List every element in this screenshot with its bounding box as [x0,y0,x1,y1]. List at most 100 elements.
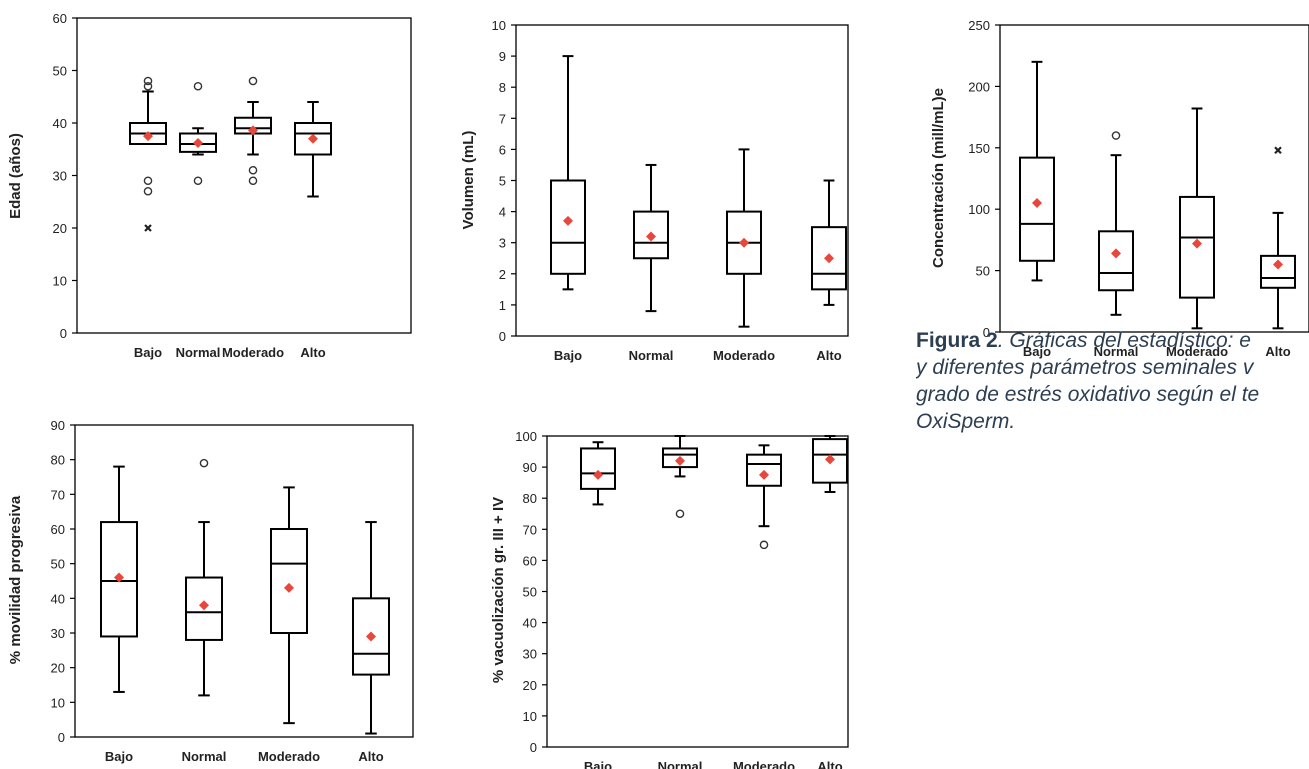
caption-line-1-text: . Gráficas del estadístico: e [997,329,1251,352]
y-tick-label: 4 [499,205,506,220]
mean-marker [284,582,294,593]
outlier-point [248,76,258,86]
box-iqr [352,597,390,676]
y-tick-label: 0 [983,325,990,340]
chart-panel-2: 0 1 2 3 4 5 6 7 8 9 10 Volumen (mL) Bajo Normal Modera… [460,18,849,363]
x-category-label: Moderado [733,759,795,769]
y-tick-label: 200 [968,79,990,94]
y-tick-label: 250 [968,18,990,33]
extreme-point [1274,146,1282,155]
outlier-point [143,186,153,196]
y-tick-label: 6 [499,142,506,157]
y-tick-label: 50 [976,264,990,279]
plot-frame [999,24,1309,333]
box-bajo [580,441,616,506]
outlier-point [143,76,153,86]
chart-panel-3: 0 50 100 150 200 250 Concentración (mill/mL)e B… [930,18,1309,359]
mean-marker [248,125,258,136]
y-tick-label: 2 [499,267,506,282]
box-iqr [580,447,616,490]
box-alto [811,179,847,306]
x-category-label: Normal [658,759,703,769]
box-moderado [1179,107,1215,330]
y-tick-label: 20 [523,678,537,693]
mean-marker [366,631,376,642]
y-tick-label: 8 [499,80,506,95]
x-category-label: Bajo [1023,344,1051,359]
caption-line-1: Figura 2. Gráficas del estadístico: e [916,327,1309,354]
y-tick-label: 10 [492,18,506,33]
caption-line-2: y diferentes parámetros seminales v [916,356,1254,379]
y-tick-label: 0 [499,329,506,344]
mean-marker [143,131,153,142]
chart-panel-5: 0 10 20 30 40 50 60 70 80 90 100 % vacuolización gr… [490,429,849,769]
y-axis-label: Concentración (mill/mL)e [930,88,947,268]
mean-marker [193,137,203,148]
box-normal [1098,131,1134,316]
y-tick-label: 70 [523,522,537,537]
y-tick-label: 20 [51,661,65,676]
y-tick-label: 10 [51,695,65,710]
caption-label: Figura 2 [916,329,998,352]
caption-line-3: grado de estrés oxidativo según el te [916,383,1260,406]
y-tick-label: 7 [499,111,506,126]
x-category-label: Alto [358,749,383,764]
x-category-label: Normal [176,345,221,360]
y-tick-label: 100 [515,429,537,444]
box-iqr [550,179,586,275]
x-category-label: Moderado [258,749,320,764]
y-tick-label: 0 [58,730,65,745]
box-bajo [129,76,167,232]
outlier-point [759,540,769,550]
x-category-label: Normal [182,749,227,764]
outlier-point [675,509,685,519]
y-tick-label: 3 [499,236,506,251]
outlier-point [193,176,203,186]
x-category-label: Moderado [222,345,284,360]
y-tick-label: 90 [51,418,65,433]
box-normal [662,435,698,519]
y-tick-label: 100 [968,202,990,217]
mean-marker [824,253,834,264]
outlier-point [248,165,258,175]
y-tick-label: 50 [523,585,537,600]
y-tick-label: 30 [51,626,65,641]
y-tick-label: 10 [53,274,67,289]
box-iqr [270,528,308,634]
y-tick-label: 150 [968,141,990,156]
y-axis-label: Volumen (mL) [460,131,477,230]
mean-marker [1111,248,1121,259]
y-tick-label: 60 [53,11,67,26]
extreme-point [144,224,152,232]
x-category-label: Alto [816,348,841,363]
mean-marker [646,231,656,242]
box-moderado [746,444,782,550]
y-tick-label: 80 [523,491,537,506]
mean-marker [308,133,318,144]
outlier-point [248,176,258,186]
box-alto [1260,146,1296,330]
y-tick-label: 40 [53,116,67,131]
box-alto [352,521,390,735]
box-moderado [270,486,308,725]
box-iqr [1019,156,1055,262]
caption-line-4: OxiSperm. [916,410,1016,433]
plot-frame [74,424,414,738]
x-category-label: Normal [1094,344,1139,359]
y-tick-label: 50 [51,557,65,572]
mean-marker [593,469,603,480]
x-category-label: Normal [629,348,674,363]
x-category-label: Moderado [713,348,775,363]
y-axis-label: % movilidad progresiva [7,495,24,664]
outlier-point [193,81,203,91]
box-normal [179,81,217,186]
y-tick-label: 20 [53,221,67,236]
y-tick-label: 30 [53,169,67,184]
y-axis-label: Edad (años) [7,133,24,219]
plot-frame [76,17,412,334]
mean-marker [563,215,573,226]
y-tick-label: 70 [51,487,65,502]
outlier-point [199,458,209,468]
box-normal [633,163,669,313]
